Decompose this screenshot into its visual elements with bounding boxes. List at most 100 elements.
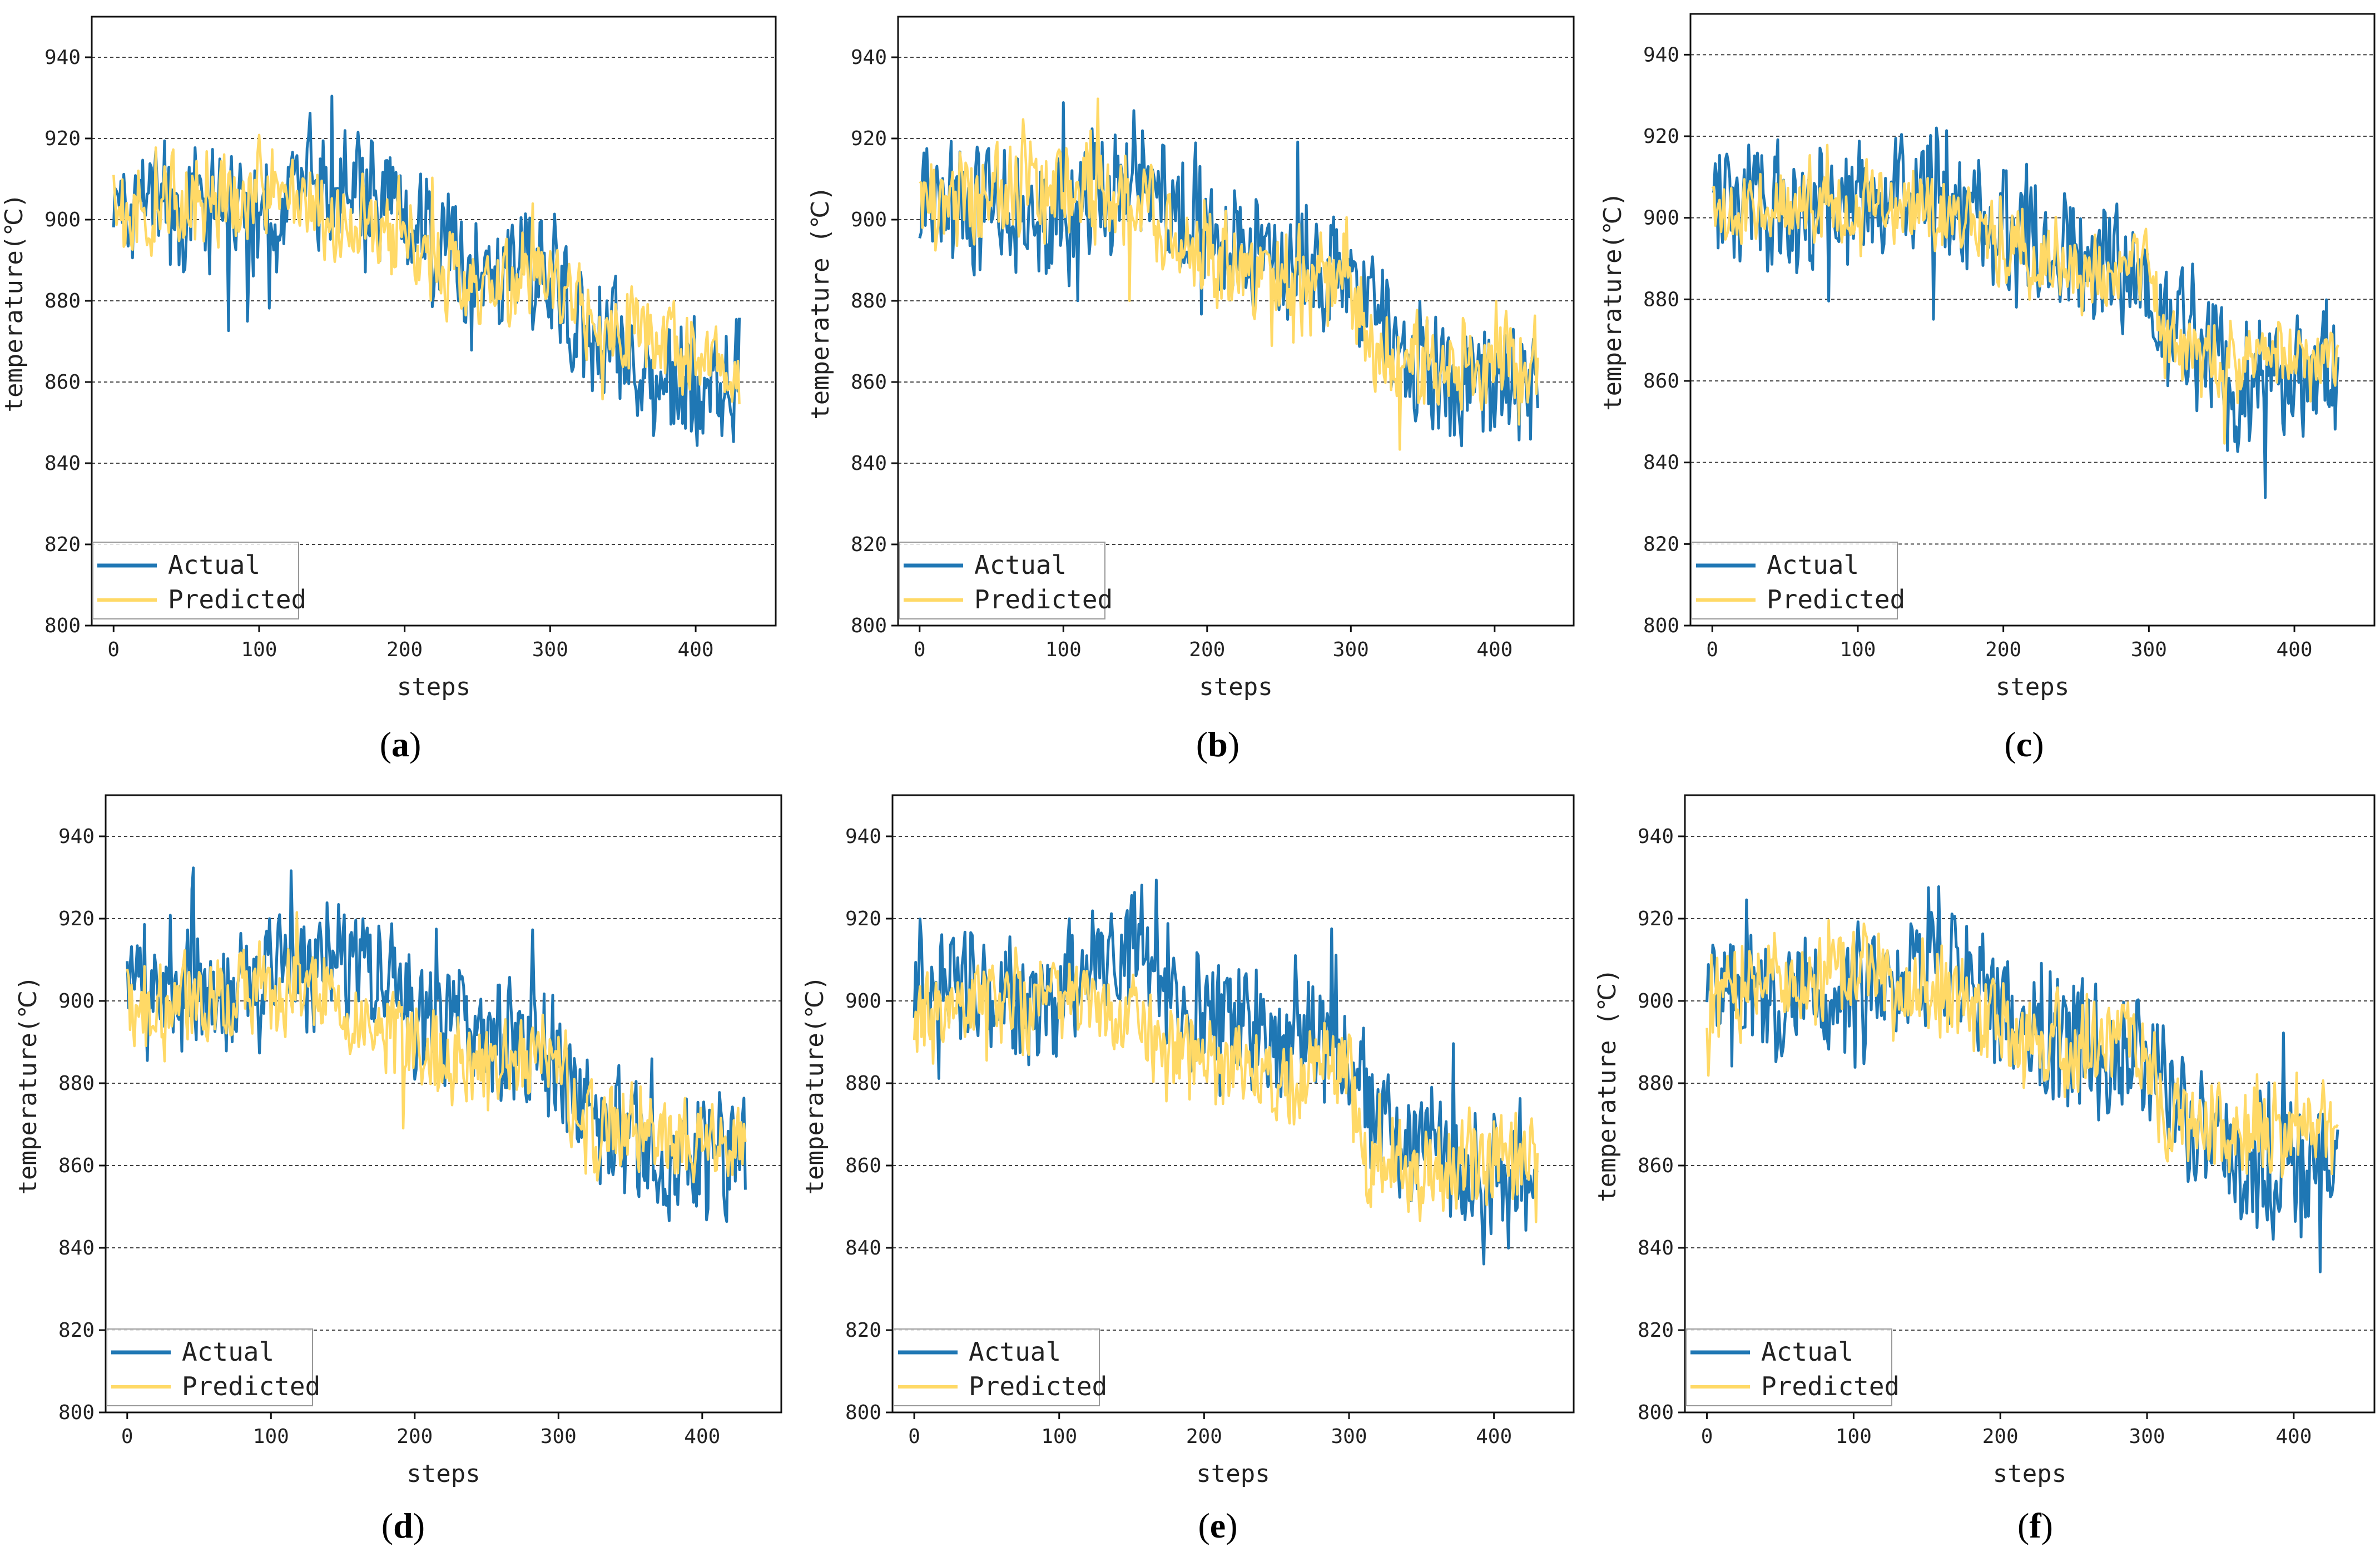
x-tick-label: 100 [1836,1425,1872,1448]
x-tick-label: 300 [541,1425,577,1448]
y-tick-label: 860 [58,1154,95,1177]
x-tick-label: 200 [1982,1425,2019,1448]
x-tick-label: 0 [121,1425,133,1448]
x-tick-label: 400 [678,638,714,661]
x-tick-label: 400 [2277,638,2313,661]
plot-frame [1689,13,2376,627]
legend-label-predicted: Predicted [974,584,1113,614]
x-tick-label: 300 [1331,1425,1367,1448]
y-tick-label: 840 [1638,1237,1674,1260]
y-tick-label: 800 [1638,1401,1674,1424]
legend [899,542,1105,619]
y-tick-label: 840 [44,452,81,475]
legend [1691,542,1898,619]
x-axis-label: steps [397,673,470,701]
legend-label-actual: Actual [969,1337,1061,1367]
x-tick-label: 200 [1186,1425,1222,1448]
y-tick-label: 820 [845,1319,881,1342]
y-tick-label: 920 [1638,908,1674,930]
series-line-predicted [919,97,1539,451]
series-line-predicted [913,946,1539,1223]
x-axis-label: steps [406,1460,480,1488]
y-tick-label: 880 [44,290,81,313]
x-axis-label: steps [1196,1460,1270,1488]
series-group [126,866,747,1223]
plot-frame [897,16,1575,627]
series-group [913,879,1539,1266]
x-tick-label: 400 [2275,1425,2312,1448]
y-axis-label: temperature(℃) [801,976,829,1195]
plot-frame [891,794,1575,1414]
legend-label-actual: Actual [168,550,260,580]
y-tick-label: 920 [44,127,81,150]
y-tick-label: 940 [58,825,95,848]
chart-panel-d: 800 820 840 860 880 900 920 940 0 100 200 300 400 ste… [14,794,782,1545]
y-tick-label: 840 [1643,452,1679,474]
panel-caption: (b) [1196,725,1239,764]
y-tick-label: 820 [1638,1319,1674,1342]
series-line-actual [1712,126,2340,499]
series-line-predicted [112,133,741,405]
x-tick-label: 200 [386,638,423,661]
x-tick-label: 0 [1701,1425,1713,1448]
y-tick-label: 820 [1643,533,1679,556]
y-tick-label: 820 [44,533,81,556]
y-tick-label: 800 [44,614,81,637]
y-tick-label: 880 [851,290,887,313]
x-tick-label: 100 [1045,638,1082,661]
x-axis-label: steps [1993,1460,2066,1488]
legend-label-predicted: Predicted [1761,1371,1900,1401]
series-group [1705,885,2339,1273]
y-tick-label: 860 [1643,370,1679,393]
y-axis-label: temperature (℃) [1593,969,1622,1202]
legend [1685,1328,1892,1406]
y-tick-label: 800 [845,1401,881,1424]
y-tick-label: 880 [58,1072,95,1095]
legend-label-predicted: Predicted [1767,584,1905,614]
y-tick-label: 880 [845,1072,881,1095]
y-tick-label: 800 [1643,614,1679,637]
y-tick-label: 940 [851,46,887,69]
x-tick-label: 300 [2129,1425,2165,1448]
panel-caption: (e) [1198,1506,1237,1545]
chart-panel-a: 800 820 840 860 880 900 920 940 0 100 200 300 400 ste… [0,16,777,764]
legend [893,1328,1100,1406]
y-tick-label: 860 [851,371,887,394]
x-tick-label: 0 [914,638,926,661]
y-tick-label: 880 [1638,1072,1674,1095]
legend [106,1328,313,1406]
y-tick-label: 900 [845,990,881,1013]
y-tick-label: 920 [845,908,881,930]
y-tick-label: 900 [44,209,81,231]
chart-panel-b: 800 820 840 860 880 900 920 940 0 100 200 300 400 ste… [806,16,1575,764]
x-tick-label: 0 [1706,638,1718,661]
series-group [112,95,741,447]
y-tick-label: 900 [58,990,95,1013]
y-tick-label: 880 [1643,288,1679,311]
y-axis-label: temperature(℃) [14,976,42,1195]
y-tick-label: 840 [851,452,887,475]
legend-label-actual: Actual [974,550,1067,580]
series-group [1711,126,2340,499]
legend-label-predicted: Predicted [168,584,306,614]
x-tick-label: 300 [2131,638,2167,661]
chart-panel-f: 800 820 840 860 880 900 920 940 0 100 200 300 400 ste… [1593,794,2376,1545]
plot-frame [91,16,777,627]
series-line-predicted [126,911,747,1184]
x-tick-label: 300 [532,638,568,661]
chart-panel-c: 800 820 840 860 880 900 920 940 0 100 200 300 400 ste… [1599,13,2376,764]
y-tick-label: 940 [1643,43,1679,66]
y-tick-label: 820 [58,1319,95,1342]
y-axis-label: temperature (℃) [806,186,835,420]
x-tick-label: 400 [1476,638,1513,661]
x-tick-label: 100 [1041,1425,1077,1448]
legend-label-actual: Actual [182,1337,274,1367]
y-tick-label: 800 [58,1401,95,1424]
x-tick-label: 200 [396,1425,433,1448]
y-tick-label: 900 [1638,990,1674,1013]
y-axis-label: temperature(℃) [0,194,28,413]
series-line-predicted [1711,143,2339,445]
series-line-actual [112,95,741,447]
y-tick-label: 900 [1643,207,1679,230]
